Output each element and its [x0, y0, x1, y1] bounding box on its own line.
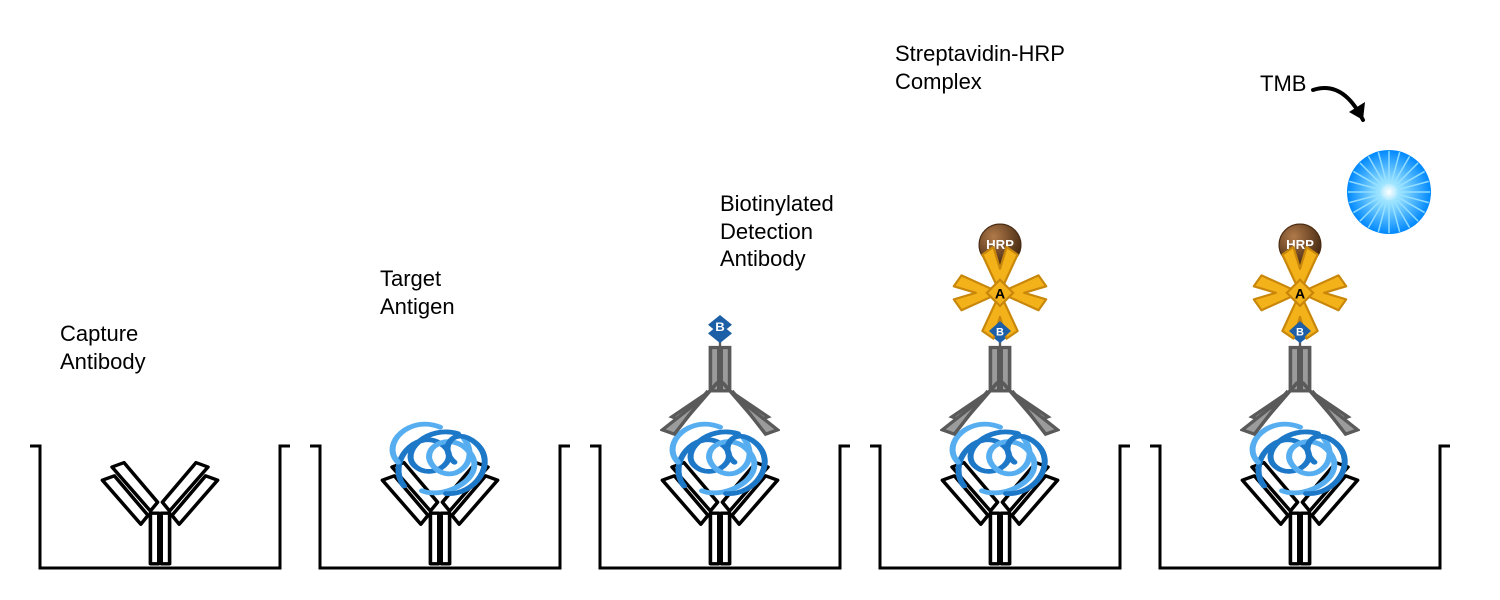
svg-text:B: B	[715, 321, 725, 334]
svg-text:A: A	[1295, 286, 1305, 302]
panel-step5: BHRPAB	[1150, 30, 1450, 570]
streptavidin-hrp-icon: HRPAB	[945, 223, 1055, 343]
streptavidin-hrp-icon: HRPAB	[1245, 223, 1355, 343]
panel-step4: BHRPAB	[870, 30, 1130, 570]
detection-antibody-icon: B	[660, 315, 780, 445]
antigen-icon	[380, 410, 500, 505]
panel-step1	[30, 30, 290, 570]
tmb-signal-icon	[1343, 146, 1435, 238]
step-label: Biotinylated Detection Antibody	[720, 190, 834, 273]
step-label: Target Antigen	[380, 265, 455, 320]
capture-antibody-icon	[100, 456, 220, 566]
step-label: TMB	[1260, 70, 1306, 98]
tmb-arrow-icon	[1305, 78, 1375, 133]
svg-text:A: A	[995, 286, 1005, 302]
step-label: Streptavidin-HRP Complex	[895, 40, 1065, 95]
step-label: Capture Antibody	[60, 320, 146, 375]
panel-step3: B	[590, 30, 850, 570]
svg-text:B: B	[1296, 326, 1304, 338]
svg-text:B: B	[996, 326, 1004, 338]
